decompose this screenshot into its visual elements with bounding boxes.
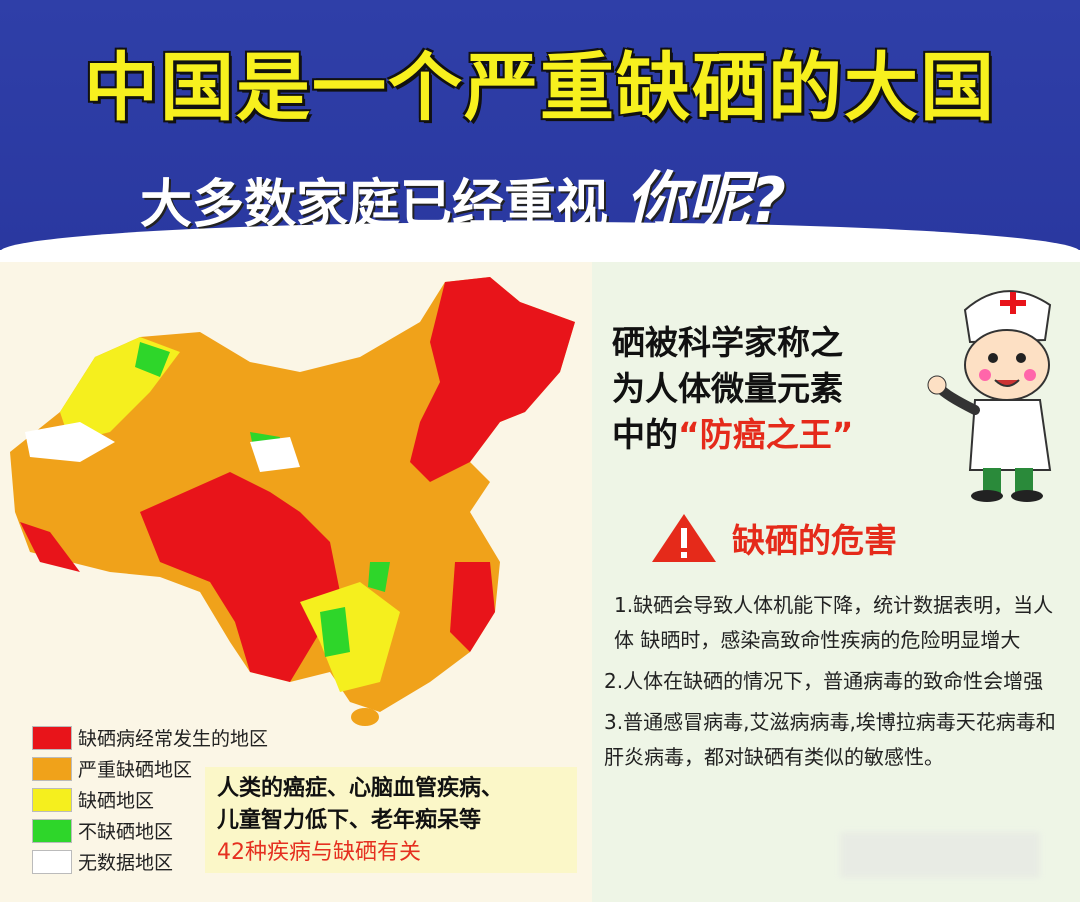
map-region-red-southwest xyxy=(140,472,340,682)
intro-line: 为人体微量元素 xyxy=(612,369,843,408)
hazard-item: 2.人体在缺硒的情况下，普通病毒的致命性会增强 xyxy=(604,669,1044,693)
legend-item: 严重缺硒地区 xyxy=(32,753,268,784)
intro-line: 中的 xyxy=(612,415,678,454)
map-legend: 缺硒病经常发生的地区 严重缺硒地区 缺硒地区 不缺硒地区 无数据地区 xyxy=(32,722,268,877)
legend-item: 无数据地区 xyxy=(32,846,268,877)
hazard-item: 1.缺硒会导致人体机能下降，统计数据表明，当人体 缺晒时，感染高致命性疾病的危险… xyxy=(614,593,1054,652)
intro-highlight: “防癌之王” xyxy=(678,415,854,454)
note-line: 儿童智力低下、老年痴呆等 xyxy=(217,808,482,833)
legend-swatch-green xyxy=(32,818,72,843)
legend-item: 缺硒病经常发生的地区 xyxy=(32,722,268,753)
hazard-list: 1.缺硒会导致人体机能下降，统计数据表明，当人体 缺晒时，感染高致命性疾病的危险… xyxy=(604,588,1064,781)
map-hainan xyxy=(351,708,379,726)
note-line: 人类的癌症、心脑血管疾病、 xyxy=(217,776,504,801)
map-region-red-southeast xyxy=(450,562,495,652)
legend-swatch-orange xyxy=(32,756,72,781)
legend-item: 缺硒地区 xyxy=(32,784,268,815)
blurred-watermark xyxy=(840,832,1040,878)
legend-item: 不缺硒地区 xyxy=(32,815,268,846)
legend-label: 缺硒病经常发生的地区 xyxy=(78,728,269,750)
map-region-yellow xyxy=(60,337,400,692)
intro-text: 硒被科学家称之 为人体微量元素 中的“防癌之王” xyxy=(612,320,853,458)
warning-triangle-icon xyxy=(652,514,716,562)
map-region-red-northeast xyxy=(410,277,575,482)
map-region-green xyxy=(135,342,390,657)
header-banner: 中国是一个严重缺硒的大国 大多数家庭已经重视 你呢? xyxy=(0,0,1080,252)
legend-label: 严重缺硒地区 xyxy=(78,759,193,781)
legend-label: 不缺硒地区 xyxy=(78,821,174,843)
china-selenium-map xyxy=(10,277,575,726)
intro-line: 硒被科学家称之 xyxy=(612,323,843,362)
legend-swatch-yellow xyxy=(32,787,72,812)
legend-swatch-white xyxy=(32,849,72,874)
note-highlight: 42种疾病与缺硒有关 xyxy=(217,840,421,865)
legend-swatch-red xyxy=(32,725,72,750)
legend-label: 缺硒地区 xyxy=(78,790,155,812)
disease-note: 人类的癌症、心脑血管疾病、 儿童智力低下、老年痴呆等 42种疾病与缺硒有关 xyxy=(205,767,577,873)
hazard-title: 缺硒的危害 xyxy=(732,521,897,560)
legend-label: 无数据地区 xyxy=(78,852,174,874)
hazard-item: 3.普通感冒病毒,艾滋病病毒,埃博拉病毒天花病毒和肝炎病毒，都对缺硒有类似的敏感… xyxy=(604,710,1056,769)
page-title: 中国是一个严重缺硒的大国 xyxy=(84,45,996,131)
doctor-illustration xyxy=(927,290,1052,502)
hazard-heading: 缺硒的危害 xyxy=(650,512,897,564)
map-region-red-west xyxy=(20,522,80,572)
map-region-nodata xyxy=(25,422,300,472)
